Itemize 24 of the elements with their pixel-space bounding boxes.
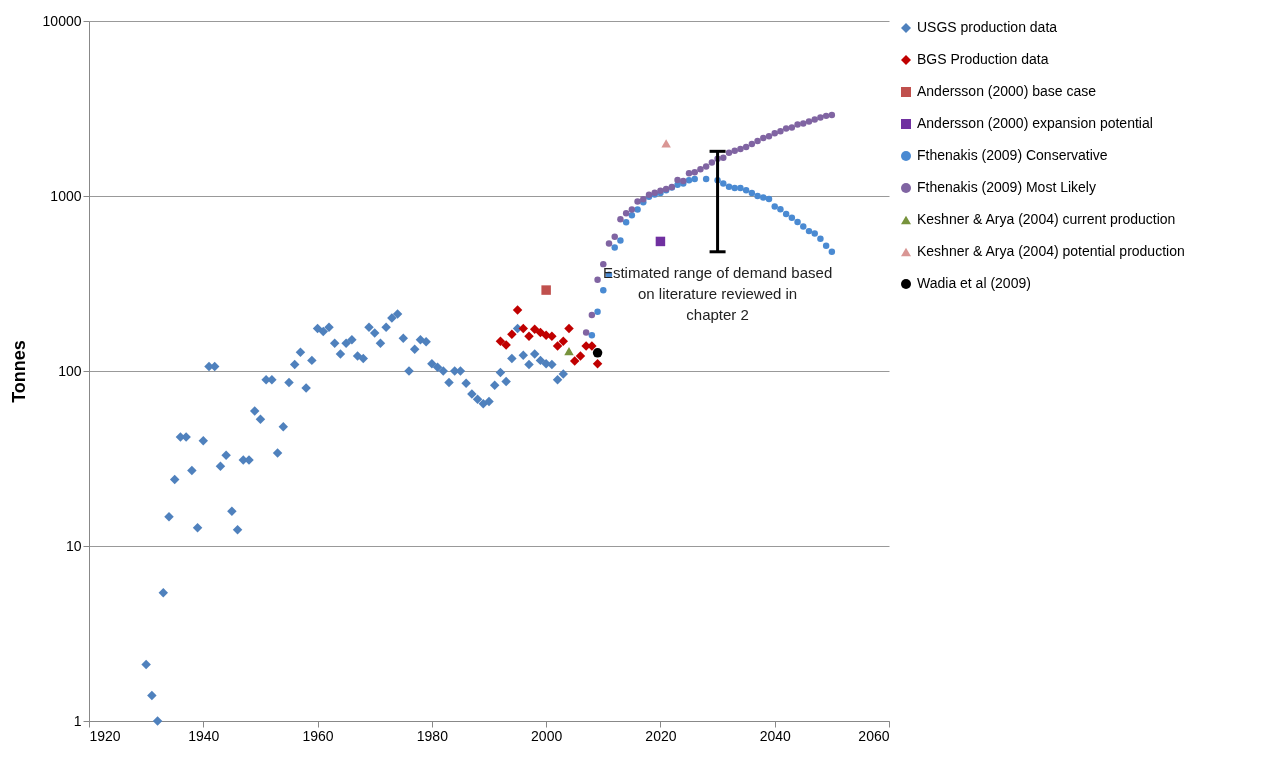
legend-label: Wadia et al (2009) xyxy=(917,275,1031,291)
x-tick-label: 1960 xyxy=(302,727,334,744)
y-tick-label: 1 xyxy=(73,712,82,729)
legend-label: Fthenakis (2009) Most Likely xyxy=(917,179,1096,195)
y-axis-title: Tonnes xyxy=(8,340,29,403)
legend-label: Keshner & Arya (2004) current production xyxy=(917,211,1176,227)
x-tick-label: 2060 xyxy=(858,727,890,744)
legend-label: USGS production data xyxy=(917,19,1058,35)
x-tick-label: 1940 xyxy=(188,727,220,744)
x-tick-label: 1980 xyxy=(416,727,449,744)
y-tick-label: 10000 xyxy=(42,12,82,29)
x-tick-label: 2020 xyxy=(645,727,677,744)
legend-label: Keshner & Arya (2004) potential production xyxy=(917,243,1185,259)
y-tick-label: 1000 xyxy=(50,187,82,204)
legend-label: Andersson (2000) expansion potential xyxy=(917,115,1153,131)
legend-label: BGS Production data xyxy=(917,51,1049,67)
y-tick-label: 10 xyxy=(65,537,82,554)
x-tick-label: 2000 xyxy=(531,727,563,744)
legend-label: Fthenakis (2009) Conservative xyxy=(917,147,1108,163)
x-tick-label: 2040 xyxy=(759,727,791,744)
x-tick-label: 1920 xyxy=(89,727,121,744)
y-tick-label: 100 xyxy=(58,362,82,379)
legend-label: Andersson (2000) base case xyxy=(917,83,1097,99)
annotation: Estimated range of demand based on literature reviewed in chapter 2 xyxy=(602,263,833,323)
